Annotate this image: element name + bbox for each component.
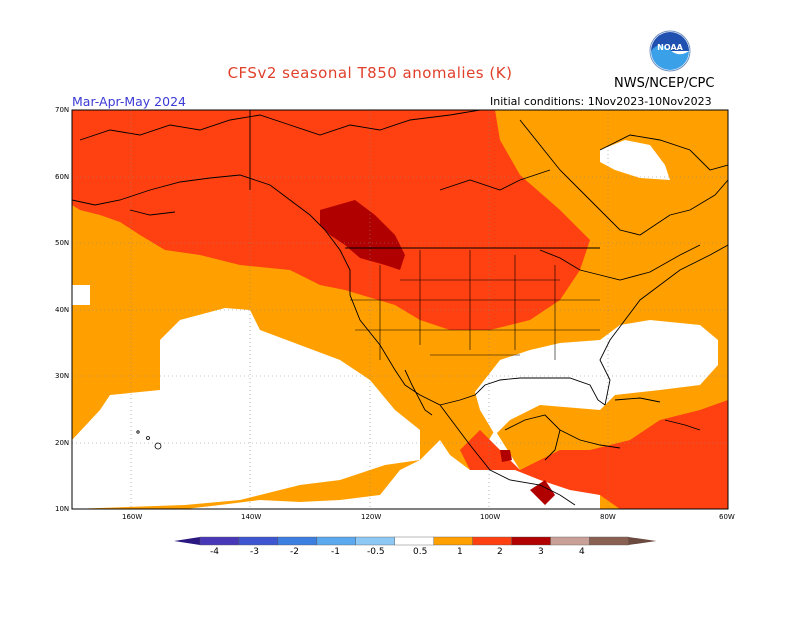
- colorbar-label: 1: [457, 547, 463, 557]
- season-label: Mar-Apr-May 2024: [72, 94, 186, 109]
- lon-tick: 140W: [241, 513, 262, 521]
- lat-tick: 50N: [55, 239, 70, 247]
- colorbar-segment: [316, 536, 357, 546]
- lat-tick: 60N: [55, 173, 70, 181]
- lon-tick: 60W: [719, 513, 735, 521]
- anomaly-region-2-3-central-america: [530, 480, 555, 505]
- colorbar-segment: [394, 536, 434, 546]
- lon-tick: 100W: [480, 513, 501, 521]
- lat-tick: 70N: [55, 106, 70, 114]
- lon-tick: 160W: [122, 513, 143, 521]
- anomaly-region-neutral-gulf: [475, 320, 718, 435]
- colorbar-segment: [472, 536, 512, 546]
- colorbar-segment: [355, 536, 395, 546]
- graticule: [72, 110, 728, 509]
- lon-tick: 120W: [361, 513, 382, 521]
- colorbar-segment: [433, 536, 473, 546]
- colorbar-label: 4: [579, 547, 585, 557]
- colorbar-label: -2: [290, 547, 299, 557]
- colorbar-label: 3: [538, 547, 544, 557]
- noaa-logo: NOAA: [649, 30, 691, 72]
- colorbar-arrow-low: [174, 537, 200, 545]
- svg-text:NOAA: NOAA: [657, 43, 683, 52]
- lat-tick: 20N: [55, 439, 70, 447]
- colorbar-label: -0.5: [367, 547, 385, 557]
- lat-tick: 10N: [55, 505, 70, 513]
- colorbar-arrow-high: [628, 537, 657, 545]
- anomaly-region-2-3: [320, 200, 405, 270]
- colorbar-segment: [511, 536, 551, 546]
- anomaly-region-neutral-edge: [72, 285, 90, 305]
- chart-title: CFSv2 seasonal T850 anomalies (K): [227, 64, 513, 82]
- state-borders: [350, 250, 600, 360]
- lon-tick: 80W: [600, 513, 616, 521]
- lat-tick: 40N: [55, 306, 70, 314]
- colorbar-label: -1: [331, 547, 340, 557]
- colorbar-segment: [199, 536, 240, 546]
- colorbar-segment: [277, 536, 318, 546]
- colorbar-label: -4: [210, 547, 219, 557]
- colorbar-segment: [238, 536, 279, 546]
- coastlines: [72, 110, 728, 506]
- colorbar-label: 0.5: [413, 547, 428, 557]
- initial-conditions-label: Initial conditions: 1Nov2023-10Nov2023: [490, 95, 712, 108]
- hawaii: [136, 430, 162, 450]
- colorbar-label: -3: [250, 547, 259, 557]
- anomaly-region-1-2-south: [460, 400, 728, 509]
- anomaly-region-neutral-pacific: [72, 308, 420, 509]
- map-frame: [71, 109, 729, 510]
- colorbar-segment: [589, 536, 629, 546]
- colorbar-label: 2: [497, 547, 503, 557]
- lat-tick: 30N: [55, 372, 70, 380]
- anomaly-region-2-3-mexico: [500, 450, 512, 462]
- anomaly-region-neutral-hudson: [600, 140, 670, 180]
- colorbar-segment: [550, 536, 590, 546]
- org-label: NWS/NCEP/CPC: [614, 76, 715, 91]
